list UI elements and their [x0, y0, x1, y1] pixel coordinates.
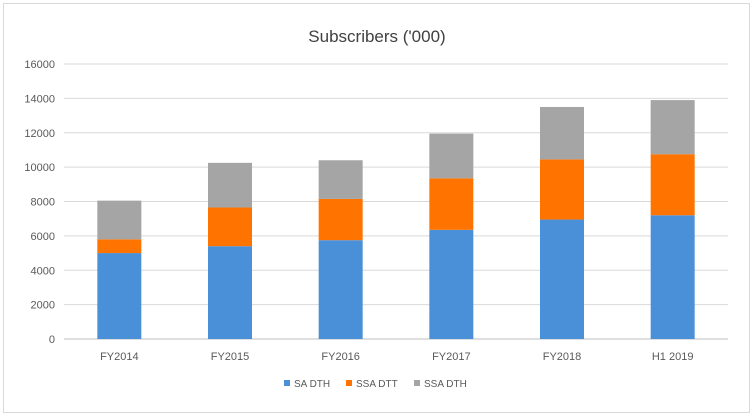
bar-segment-sa-dth [208, 246, 252, 339]
gridlines [64, 63, 728, 340]
bar-segment-ssa-dtt [540, 159, 584, 220]
bars [97, 100, 695, 339]
x-tick-label: FY2017 [432, 351, 471, 363]
bar-segment-sa-dth [429, 229, 474, 339]
y-tick-label: 6000 [31, 231, 55, 243]
bar-segment-ssa-dtt [208, 207, 252, 247]
x-tick-label: FY2014 [100, 351, 139, 363]
bar-segment-ssa-dth [97, 200, 142, 240]
bar-segment-sa-dth [318, 240, 363, 339]
y-tick-label: 14000 [24, 93, 55, 105]
bar-segment-sa-dth [97, 253, 142, 339]
y-tick-label: 12000 [24, 128, 55, 140]
y-tick-label: 16000 [24, 59, 55, 71]
y-tick-label: 2000 [31, 300, 55, 312]
y-tick-label: 8000 [31, 197, 55, 209]
legend-label: SSA DTH [424, 379, 467, 390]
bar-segment-ssa-dth [429, 133, 474, 179]
bar-segment-ssa-dtt [97, 239, 142, 254]
bar-segment-ssa-dth [208, 162, 252, 208]
y-tick-label: 10000 [24, 162, 55, 174]
y-tick-label: 4000 [31, 265, 55, 277]
legend-swatch [284, 380, 290, 386]
chart-title: Subscribers ('000) [308, 27, 445, 46]
bar-segment-ssa-dtt [318, 198, 363, 241]
bar-segment-ssa-dth [318, 160, 363, 199]
bar-segment-sa-dth [540, 219, 584, 339]
x-tick-label: FY2016 [321, 351, 360, 363]
bar-segment-ssa-dth [650, 100, 695, 155]
y-axis: 0 2000 4000 6000 8000 10000 12000 14000 16000 [24, 59, 55, 346]
bar-segment-ssa-dth [540, 106, 584, 160]
legend: SA DTH SSA DTT SSA DTH [284, 379, 467, 390]
y-tick-label: 0 [49, 334, 55, 346]
bar-segment-ssa-dtt [429, 178, 474, 230]
bar-segment-ssa-dtt [650, 154, 695, 216]
legend-swatch [414, 380, 420, 386]
bar-segment-sa-dth [650, 215, 695, 339]
legend-label: SSA DTT [356, 379, 398, 390]
x-tick-label: FY2018 [543, 351, 582, 363]
x-tick-label: H1 2019 [652, 351, 694, 363]
legend-swatch [346, 380, 352, 386]
x-tick-label: FY2015 [211, 351, 250, 363]
x-axis: FY2014 FY2015 FY2016 FY2017 FY2018 H1 2019 [100, 351, 693, 363]
legend-label: SA DTH [294, 379, 330, 390]
